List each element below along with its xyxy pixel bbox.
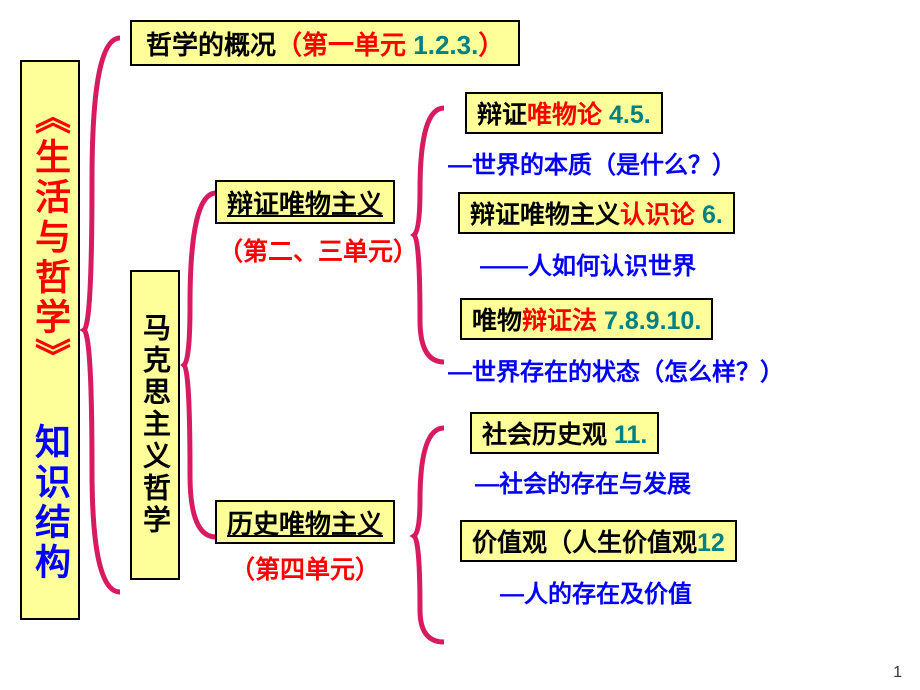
brace-mid: [182, 185, 220, 545]
brace-historical: [412, 420, 448, 650]
historical-subtitle: （第四单元）: [230, 550, 380, 586]
page-number: 1: [893, 664, 902, 682]
h1-box: 社会历史观 11.: [470, 412, 659, 454]
root-title: 《生活与哲学》 知识结构: [24, 98, 76, 583]
d1-text: 辩证唯物论 4.5.: [477, 95, 651, 131]
d2-caption: ——人如何认识世界: [480, 246, 696, 281]
h2-caption: —人的存在及价值: [500, 574, 692, 609]
dialectical-title: 辩证唯物主义: [227, 184, 383, 221]
root-title-box: 《生活与哲学》 知识结构: [20, 60, 80, 620]
d3-caption: —世界存在的状态（怎么样？）: [448, 352, 784, 387]
brace-dialectical: [412, 100, 448, 370]
overview-text: 哲学的概况（第一单元 1.2.3.）: [146, 25, 504, 62]
d2-box: 辩证唯物主义认识论 6.: [458, 192, 735, 234]
brace-root: [82, 30, 122, 600]
h1-caption: —社会的存在与发展: [475, 464, 691, 499]
mid-label: 马克思主义哲学: [135, 313, 175, 537]
historical-title: 历史唯物主义: [227, 504, 383, 541]
h2-box: 价值观（人生价值观12: [460, 520, 737, 562]
d2-text: 辩证唯物主义认识论 6.: [470, 195, 723, 231]
dialectical-box: 辩证唯物主义: [215, 180, 395, 224]
overview-box: 哲学的概况（第一单元 1.2.3.）: [130, 20, 520, 66]
mid-box: 马克思主义哲学: [130, 270, 180, 580]
d3-text: 唯物辩证法 7.8.9.10.: [472, 301, 701, 337]
historical-box: 历史唯物主义: [215, 500, 395, 544]
d3-box: 唯物辩证法 7.8.9.10.: [460, 298, 713, 340]
h1-text: 社会历史观 11.: [482, 415, 647, 451]
dialectical-subtitle: （第二、三单元）: [218, 232, 418, 268]
d1-box: 辩证唯物论 4.5.: [465, 92, 663, 134]
d1-caption: —世界的本质（是什么？）: [448, 145, 736, 180]
h2-text: 价值观（人生价值观12: [472, 523, 725, 559]
